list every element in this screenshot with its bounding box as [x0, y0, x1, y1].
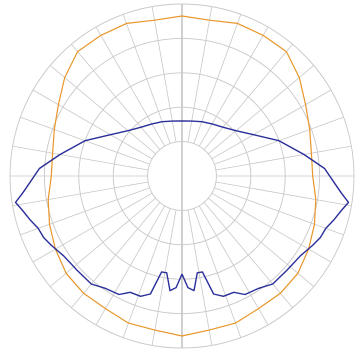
- series-line-blue: [14, 120, 350, 297]
- polar-grid: [9, 3, 355, 349]
- grid-ring: [9, 3, 355, 349]
- grid-ring: [112, 106, 252, 246]
- series-layer: [14, 15, 350, 337]
- grid-ring: [147, 141, 217, 211]
- grid-ring: [43, 37, 321, 315]
- grid-ring: [78, 72, 286, 280]
